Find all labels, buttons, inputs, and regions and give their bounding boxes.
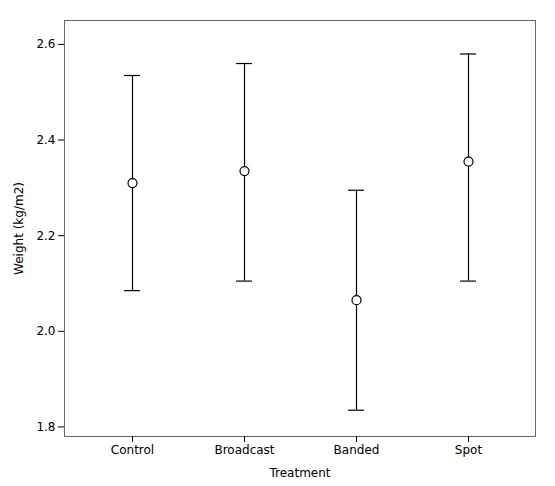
svg-text:Weight (kg/m2): Weight (kg/m2) <box>12 182 26 275</box>
svg-text:2.4: 2.4 <box>36 133 55 147</box>
svg-text:2.6: 2.6 <box>36 37 55 51</box>
svg-text:Spot: Spot <box>455 443 483 457</box>
svg-text:2.0: 2.0 <box>36 324 55 338</box>
svg-text:1.8: 1.8 <box>36 420 55 434</box>
svg-text:Treatment: Treatment <box>268 466 330 480</box>
svg-text:Broadcast: Broadcast <box>214 443 274 457</box>
svg-text:Banded: Banded <box>334 443 380 457</box>
svg-text:2.2: 2.2 <box>36 229 55 243</box>
svg-text:Control: Control <box>111 443 154 457</box>
